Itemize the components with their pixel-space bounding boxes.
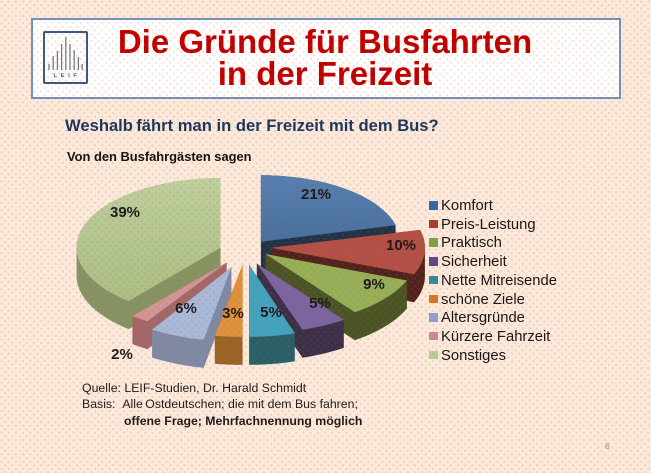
svg-text:2%: 2% <box>111 346 133 363</box>
svg-text:39%: 39% <box>110 204 140 221</box>
svg-text:10%: 10% <box>386 237 416 254</box>
svg-text:5%: 5% <box>260 304 282 321</box>
svg-text:6%: 6% <box>175 300 197 317</box>
svg-text:21%: 21% <box>301 186 331 203</box>
svg-text:5%: 5% <box>309 295 331 312</box>
svg-text:3%: 3% <box>222 305 244 322</box>
svg-text:LEIF: LEIF <box>54 73 81 79</box>
svg-text:9%: 9% <box>363 276 385 293</box>
